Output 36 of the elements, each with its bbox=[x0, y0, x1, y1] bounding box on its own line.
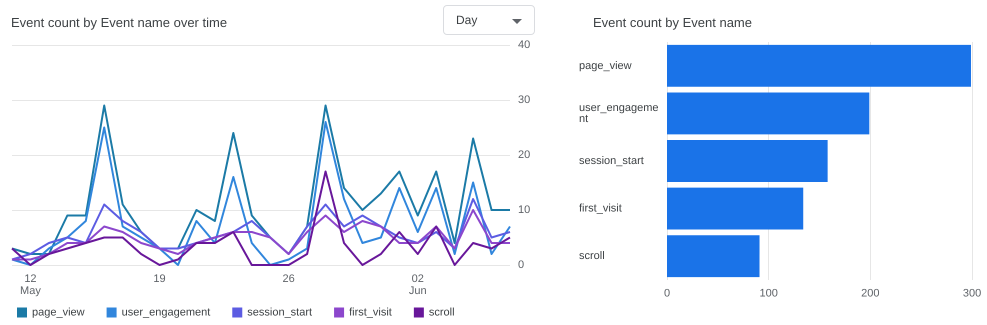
y-tick-label: 30 bbox=[518, 94, 530, 106]
bar bbox=[667, 188, 804, 230]
y-tick-label: user_engagement bbox=[579, 102, 659, 125]
bar bbox=[667, 44, 971, 87]
y-tick-label: 10 bbox=[518, 204, 530, 216]
bar bbox=[667, 140, 828, 182]
legend-label: user_engagement bbox=[122, 306, 210, 318]
y-tick-label: 0 bbox=[518, 259, 524, 271]
line-series bbox=[11, 198, 511, 260]
y-tick-label: page_view bbox=[579, 60, 632, 72]
bar bbox=[667, 92, 870, 134]
x-tick-label: 26 bbox=[282, 273, 295, 285]
x-tick-label: 0 bbox=[664, 288, 670, 300]
y-tick-label: scroll bbox=[579, 250, 605, 262]
y-tick-label: first_visit bbox=[579, 202, 622, 215]
x-tick-label: 100 bbox=[759, 288, 778, 300]
y-tick-label: 40 bbox=[518, 39, 530, 51]
x-tick-label: 200 bbox=[861, 288, 880, 300]
x-tick-label: 02 Jun bbox=[408, 273, 427, 297]
y-tick-label: session_start bbox=[579, 155, 644, 167]
legend-label: page_view bbox=[32, 306, 85, 318]
chart-title: Event count by Event name bbox=[593, 15, 752, 30]
dropdown-field: Day bbox=[443, 5, 535, 35]
legend-label: first_visit bbox=[349, 306, 392, 318]
x-tick-label: 300 bbox=[962, 288, 982, 300]
legend-label: session_start bbox=[247, 306, 312, 318]
line-series bbox=[11, 209, 511, 260]
y-tick-label: 20 bbox=[518, 149, 530, 161]
x-tick-label: 12 May bbox=[20, 273, 42, 297]
line-series bbox=[11, 104, 511, 255]
legend-label: scroll bbox=[428, 306, 455, 318]
bar bbox=[667, 235, 760, 278]
line-series bbox=[11, 121, 511, 266]
chart-title: Event count by Event name over time bbox=[11, 15, 228, 30]
x-tick-label: 19 bbox=[153, 273, 166, 285]
line-series bbox=[11, 170, 511, 266]
